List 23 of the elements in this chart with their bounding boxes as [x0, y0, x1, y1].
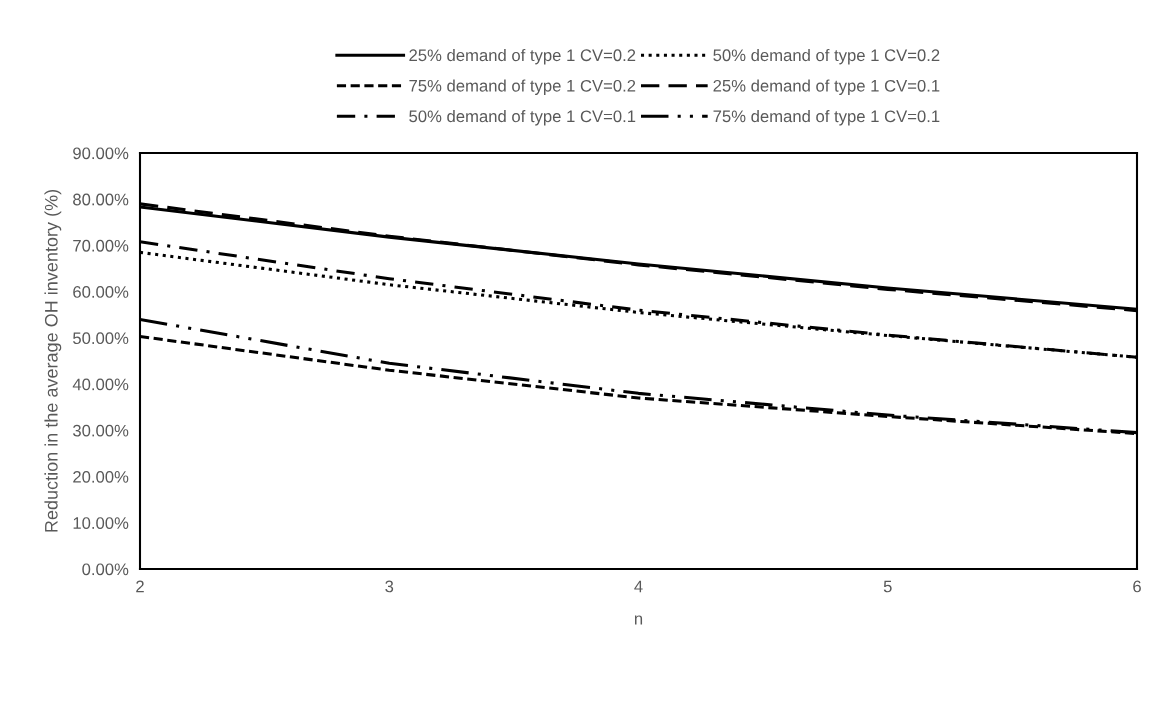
- y-tick-label: 20.00%: [73, 470, 129, 483]
- legend-label: 25% demand of type 1 CV=0.2: [409, 48, 636, 65]
- y-tick-label: 30.00%: [73, 424, 129, 437]
- y-tick-label: 50.00%: [73, 332, 129, 345]
- legend-label: 75% demand of type 1 CV=0.2: [409, 79, 636, 95]
- legend-label: 50% demand of type 1 CV=0.2: [713, 48, 940, 65]
- y-axis-title: Reduction in the average OH inventory (%): [44, 190, 62, 532]
- y-tick-label: 0.00%: [82, 563, 129, 576]
- y-tick-label: 70.00%: [73, 239, 129, 252]
- x-axis-title: n: [634, 615, 643, 625]
- x-tick-label: 6: [1133, 580, 1141, 593]
- y-tick-label: 10.00%: [73, 517, 129, 529]
- legend-label: 50% demand of type 1 CV=0.1: [409, 109, 636, 126]
- y-tick-label: 80.00%: [73, 193, 129, 206]
- legend-label: 25% demand of type 1 CV=0.1: [713, 79, 940, 95]
- x-tick-label: 3: [385, 580, 394, 593]
- y-tick-label: 60.00%: [73, 286, 129, 298]
- x-tick-label: 4: [634, 580, 643, 593]
- y-tick-label: 40.00%: [72, 378, 129, 391]
- y-tick-label: 90.00%: [73, 147, 129, 160]
- x-tick-label: 5: [883, 580, 892, 593]
- x-tick-label: 2: [136, 580, 144, 593]
- legend-label: 75% demand of type 1 CV=0.1: [713, 109, 940, 126]
